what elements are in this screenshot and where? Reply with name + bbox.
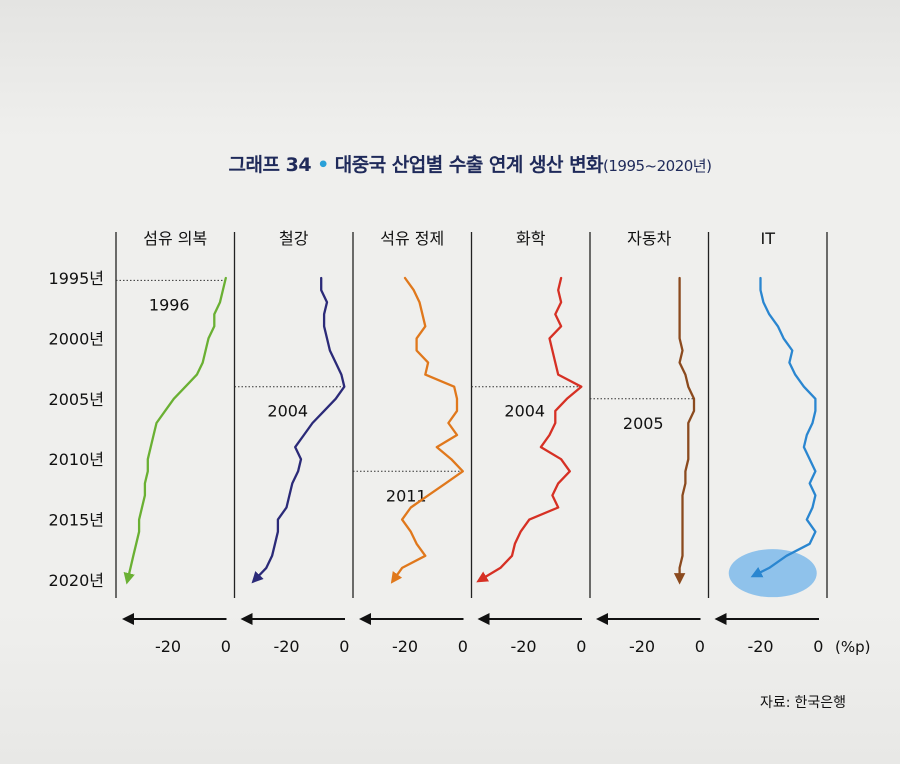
series-line [390,276,464,584]
x-tick-label: 0 [813,637,823,656]
chart-title: 그래프 34 • 대중국 산업별 수출 연계 생산 변화(1995~2020년) [150,150,790,177]
y-tick-label: 2020년 [49,571,104,590]
peak-year-label: 2004 [267,402,308,421]
x-tick-label: 0 [695,637,705,656]
x-tick-label: -20 [273,637,299,656]
x-tick-label: -20 [747,637,773,656]
panel-title: 화학 [516,229,546,248]
y-tick-label: 2010년 [49,450,104,469]
peak-year-label: 1996 [149,295,190,314]
it-highlight-ellipse [728,549,817,598]
peak-year-label: 2005 [623,414,664,433]
title-dot: • [317,154,329,176]
x-tick-label: -20 [155,637,181,656]
title-number: 34 [285,154,312,176]
series-line [251,276,346,584]
series-line [123,276,227,585]
panel-title: 석유 정제 [380,229,444,248]
source-value: 한국은행 [794,695,847,711]
series-line [476,276,583,583]
peak-year-label: 2004 [504,402,545,421]
panel-title: 섬유 의복 [143,229,207,248]
y-tick-label: 2015년 [49,511,104,530]
x-tick-label: 0 [221,637,231,656]
y-tick-label: 2005년 [49,390,104,409]
peak-year-label: 2011 [386,486,427,505]
panel-title: IT [761,229,776,248]
x-tick-label: -20 [629,637,655,656]
source-note: 자료: 한국은행 [760,692,846,712]
panel-title: 철강 [279,229,309,248]
x-tick-label: 0 [339,637,349,656]
y-tick-label: 1995년 [49,269,104,288]
x-unit-label: (%p) [835,638,870,656]
x-tick-label: 0 [576,637,586,656]
series-line [750,276,817,578]
title-main: 대중국 산업별 수출 연계 생산 변화 [334,154,604,176]
y-tick-label: 2000년 [49,329,104,348]
x-tick-label: 0 [458,637,468,656]
x-tick-label: -20 [392,637,418,656]
source-label: 자료: [760,695,791,711]
title-prefix: 그래프 [228,154,280,176]
series-line [673,276,696,585]
panel-title: 자동차 [627,229,671,248]
x-tick-label: -20 [510,637,536,656]
title-range: (1995~2020년) [603,157,712,175]
